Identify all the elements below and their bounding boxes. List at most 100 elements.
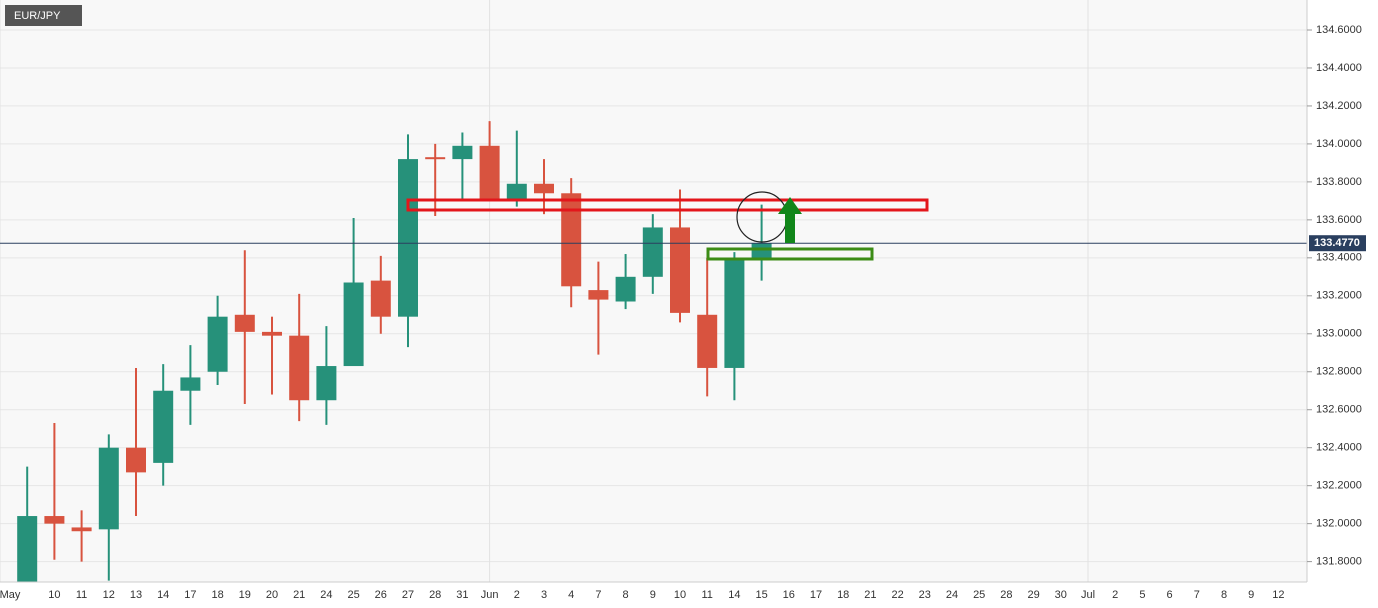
candle-body — [670, 227, 690, 313]
y-tick-label: 134.2000 — [1316, 100, 1362, 112]
x-tick-label: 7 — [1194, 589, 1200, 601]
y-tick-label: 132.2000 — [1316, 480, 1362, 492]
x-tick-label: May — [0, 589, 21, 601]
x-tick-label: 30 — [1055, 589, 1067, 601]
x-tick-label: 25 — [973, 589, 985, 601]
y-tick-label: 132.8000 — [1316, 366, 1362, 378]
candle-body — [588, 290, 609, 300]
candle-body — [724, 257, 745, 368]
x-tick-label: Jul — [1081, 589, 1095, 601]
x-tick-label: 14 — [157, 589, 169, 601]
x-tick-label: 11 — [701, 589, 712, 601]
candle-body — [98, 447, 119, 530]
candle-body — [153, 390, 174, 463]
candle-body — [398, 159, 418, 317]
x-tick-label: 9 — [1248, 589, 1254, 601]
x-tick-label: 15 — [755, 589, 767, 601]
candle-body — [452, 145, 473, 160]
candle-body — [615, 276, 636, 302]
y-tick-label: 133.4000 — [1316, 252, 1362, 264]
x-tick-label: 28 — [1000, 589, 1012, 601]
candle-body — [44, 516, 65, 524]
x-tick-label: 12 — [1272, 589, 1284, 601]
x-tick-label: 24 — [320, 589, 332, 601]
candle-body — [316, 366, 337, 401]
candle-body — [506, 183, 527, 201]
x-tick-label: 27 — [402, 589, 414, 601]
x-tick-label: 8 — [623, 589, 629, 601]
symbol-box — [5, 5, 82, 26]
x-tick-label: 24 — [946, 589, 958, 601]
candle-body — [234, 314, 255, 332]
x-tick-label: 14 — [728, 589, 740, 601]
x-tick-label: 6 — [1167, 589, 1173, 601]
y-tick-label: 133.8000 — [1316, 176, 1362, 188]
candle-body — [642, 227, 663, 277]
candle-body — [180, 377, 201, 391]
x-tick-label: 29 — [1027, 589, 1039, 601]
candle-body — [697, 314, 718, 368]
x-tick-label: 8 — [1221, 589, 1227, 601]
up-arrow — [778, 197, 802, 243]
candle-body — [17, 516, 38, 582]
candle-body — [262, 331, 282, 336]
candle-body — [534, 183, 554, 194]
axis-labels: 131.8000 132.0000 132.2000 132.4000 132.6000… — [0, 24, 1366, 601]
x-tick-label: 26 — [375, 589, 387, 601]
candles — [0, 121, 1307, 582]
x-tick-label: 18 — [837, 589, 849, 601]
x-tick-label: 22 — [891, 589, 903, 601]
x-tick-label: 21 — [864, 589, 876, 601]
y-tick-label: 134.6000 — [1316, 24, 1362, 36]
x-tick-label: 2 — [514, 589, 520, 601]
x-tick-label: Jun — [481, 589, 499, 601]
x-tick-label: 28 — [429, 589, 441, 601]
y-tick-label: 133.6000 — [1316, 214, 1362, 226]
candle-body — [126, 447, 146, 473]
candle-body — [425, 157, 446, 160]
resistance-box — [406, 198, 929, 212]
y-tick-label: 134.4000 — [1316, 62, 1362, 74]
x-tick-label: 4 — [568, 589, 574, 601]
x-tick-label: 16 — [783, 589, 795, 601]
x-tick-label: 18 — [211, 589, 223, 601]
candle-body — [343, 282, 364, 367]
candle-body — [370, 280, 391, 317]
annotations — [406, 191, 929, 261]
y-tick-label: 131.8000 — [1316, 556, 1362, 568]
x-tick-label: 3 — [541, 589, 547, 601]
x-tick-label: 7 — [595, 589, 601, 601]
y-tick-label: 133.2000 — [1316, 290, 1362, 302]
y-tick-label: 132.0000 — [1316, 518, 1362, 530]
x-tick-label: 9 — [650, 589, 656, 601]
candle-body — [71, 527, 92, 532]
x-tick-label: 11 — [76, 589, 87, 601]
last-price-label: 133.4770 — [1314, 237, 1360, 249]
candle-body — [751, 243, 772, 258]
x-tick-label: 25 — [347, 589, 359, 601]
y-tick-label: 134.0000 — [1316, 138, 1362, 150]
x-tick-label: 20 — [266, 589, 278, 601]
x-tick-label: 21 — [293, 589, 305, 601]
x-tick-label: 2 — [1112, 589, 1118, 601]
candle-body — [561, 193, 582, 287]
x-tick-label: 12 — [103, 589, 115, 601]
x-tick-label: 10 — [48, 589, 60, 601]
y-tick-label: 133.0000 — [1316, 328, 1362, 340]
x-tick-label: 17 — [184, 589, 196, 601]
candle-body — [207, 316, 228, 372]
last-price-box — [1309, 235, 1366, 252]
candle-body — [479, 145, 500, 201]
symbol-label: EUR/JPY — [14, 10, 61, 22]
x-tick-label: 13 — [130, 589, 142, 601]
x-tick-label: 19 — [239, 589, 251, 601]
x-tick-label: 23 — [919, 589, 931, 601]
y-tick-label: 132.4000 — [1316, 442, 1362, 454]
x-tick-label: 17 — [810, 589, 822, 601]
support-box — [706, 247, 874, 261]
x-tick-label: 10 — [674, 589, 686, 601]
x-tick-label: 5 — [1139, 589, 1145, 601]
x-tick-label: 31 — [456, 589, 468, 601]
